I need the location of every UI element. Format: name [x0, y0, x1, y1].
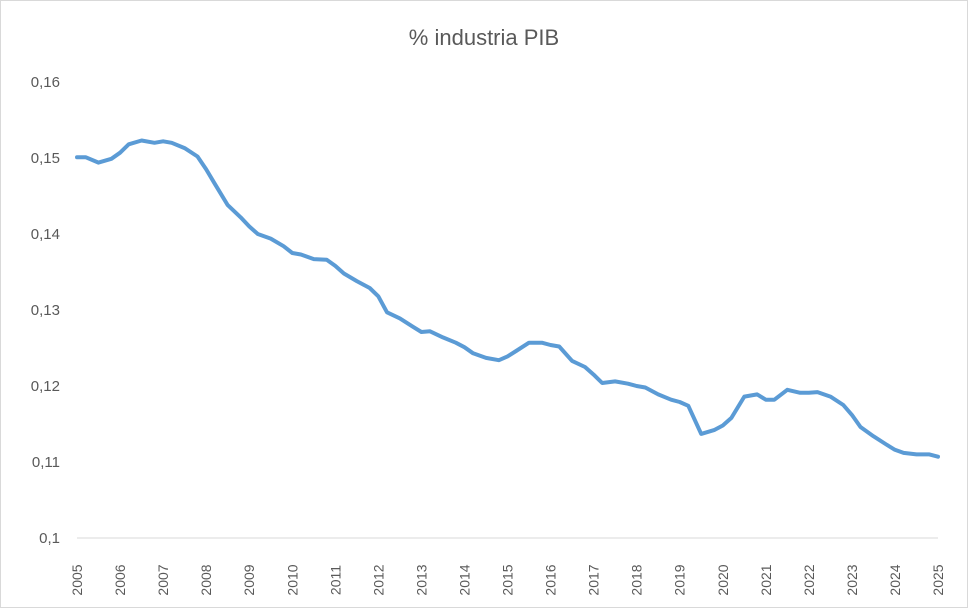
y-tick-label: 0,1	[39, 530, 60, 547]
x-tick-label: 2008	[198, 564, 214, 595]
chart-title: % industria PIB	[409, 25, 559, 50]
x-tick-label: 2024	[887, 564, 903, 595]
x-tick-label: 2012	[370, 564, 386, 595]
x-tick-label: 2025	[930, 564, 946, 595]
series-group	[75, 138, 940, 459]
x-tick-label: 2006	[112, 564, 128, 595]
series-line	[75, 138, 940, 459]
x-tick-label: 2020	[715, 564, 731, 595]
x-tick-label: 2023	[844, 564, 860, 595]
x-tick-label: 2019	[672, 564, 688, 595]
x-tick-label: 2011	[327, 565, 343, 595]
x-tick-label: 2009	[241, 564, 257, 595]
x-tick-label: 2013	[413, 564, 429, 595]
y-axis: 0,1 0,11 0,12 0,13 0,14 0,15 0,16	[31, 74, 60, 547]
x-axis: 2005 2006 2007 2008 2009 2010 2011 2012 2013 2014…	[69, 564, 946, 595]
x-tick-label: 2022	[801, 564, 817, 595]
y-tick-label: 0,11	[32, 454, 60, 471]
y-tick-label: 0,13	[31, 302, 60, 319]
x-tick-label: 2016	[543, 564, 559, 595]
x-tick-label: 2018	[629, 564, 645, 595]
y-tick-label: 0,15	[31, 150, 60, 167]
x-tick-label: 2010	[284, 564, 300, 595]
x-tick-label: 2017	[586, 564, 602, 595]
x-tick-label: 2015	[500, 564, 516, 595]
y-tick-label: 0,16	[31, 74, 60, 91]
y-tick-label: 0,12	[31, 378, 60, 395]
y-tick-label: 0,14	[31, 226, 60, 243]
x-tick-label: 2014	[456, 564, 472, 595]
x-tick-label: 2007	[155, 564, 171, 595]
x-tick-label: 2005	[69, 564, 85, 595]
x-tick-label: 2021	[758, 564, 774, 595]
